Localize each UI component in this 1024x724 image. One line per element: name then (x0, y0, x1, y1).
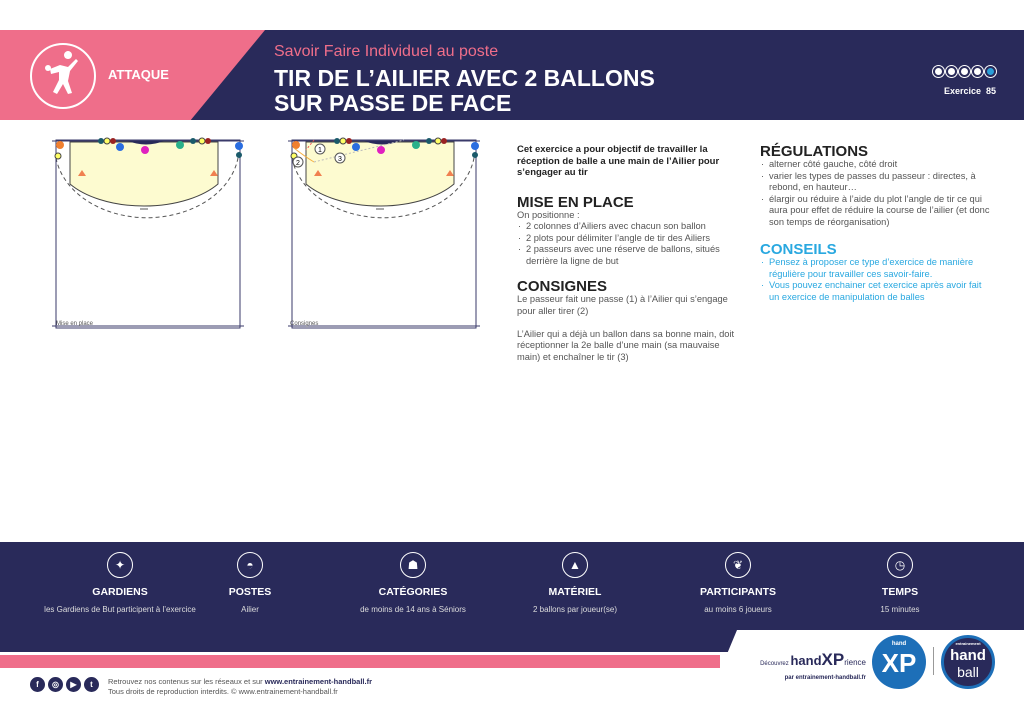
step-label: 1 (318, 147, 322, 154)
feature-value: au moins 6 joueurs (704, 605, 772, 614)
discover-label: Découvrez (760, 661, 789, 667)
feature-title: GARDIENS (92, 586, 148, 598)
entrainement-handball-logo: entrainement hand ball (941, 635, 995, 689)
right-text-column: RÉGULATIONS alterner côté gauche, côté d… (760, 144, 992, 303)
feature-value: 15 minutes (880, 605, 920, 614)
page-subtitle: Savoir Faire Individuel au poste (274, 43, 499, 60)
twitter-icon[interactable]: t (84, 677, 99, 692)
list-item: 2 plots pour délimiter l’angle de tir de… (517, 233, 742, 245)
xp-logo: hand XP (872, 635, 926, 689)
website-link[interactable]: www.entrainement-handball.fr (264, 677, 372, 686)
logo-text: hand (950, 647, 986, 664)
list-item: alterner côté gauche, côté droit (760, 159, 992, 171)
feature-value: 2 ballons par joueur(se) (532, 605, 618, 614)
ball-icon (946, 66, 957, 77)
ball-icon (933, 66, 944, 77)
copyright: Tous droits de reproduction interdits. ©… (108, 687, 338, 696)
ball-icon (972, 66, 983, 77)
feature-title: PARTICIPANTS (699, 586, 777, 598)
feature-matériel: ▲ MATÉRIEL 2 ballons par joueur(se) (495, 552, 655, 615)
handball-court (52, 137, 244, 329)
handball-player-icon (30, 43, 96, 109)
goalkeeper-icon: ✦ (107, 552, 133, 578)
feature-catégories: ☗ CATÉGORIES de moins de 14 ans à Séniors (333, 552, 493, 615)
feature-gardiens: ✦ GARDIENS les Gardiens de But participent… (40, 552, 200, 615)
feature-title: TEMPS (881, 586, 919, 598)
promo-hand: hand (790, 653, 822, 668)
left-text-column: Cet exercice a pour objectif de travaill… (517, 144, 742, 363)
list-item: élargir ou réduire à l’aide du plot l’an… (760, 194, 992, 229)
feature-value: les Gardiens de But participent à l’exer… (44, 605, 196, 614)
logo-text: hand (891, 641, 907, 647)
list-item: varier les types de passes du passeur : … (760, 171, 992, 194)
title-line: SUR PASSE DE FACE (274, 90, 512, 116)
conseils-heading: CONSEILS (760, 241, 837, 258)
list-item: 2 colonnes d’Ailiers avec chacun son bal… (517, 221, 742, 233)
pink-strip (0, 655, 720, 668)
diagram-caption: Consignes (290, 321, 319, 327)
footer-line: Retrouvez nos contenus sur les réseaux e… (108, 677, 265, 686)
logo-divider (933, 647, 934, 675)
feature-participants: ❦ PARTICIPANTS au moins 6 joueurs (658, 552, 818, 615)
social-links: f ◎ ▶ t (30, 677, 99, 692)
diagram-consignes: Consignes 1 2 3 (284, 128, 484, 333)
regulations-heading: RÉGULATIONS (760, 143, 869, 160)
logo-text: ball (957, 664, 979, 680)
promo-by: par entrainement-handball.fr (784, 675, 866, 681)
feature-value: Ailier (241, 605, 259, 614)
cone-icon: ▲ (562, 552, 588, 578)
feature-title: MATÉRIEL (548, 586, 602, 598)
diagram-mise-en-place: Mise en place (48, 128, 248, 333)
youtube-icon[interactable]: ▶ (66, 677, 81, 692)
step-label: 3 (338, 156, 342, 163)
feature-title: POSTES (228, 586, 272, 598)
feature-temps: ◷ TEMPS 15 minutes (820, 552, 980, 615)
list-item: Pensez à proposer ce type d’exercice de … (760, 257, 992, 280)
clock-icon: ◷ (887, 552, 913, 578)
feature-value: de moins de 14 ans à Séniors (360, 605, 466, 614)
mise-en-place-lead: On positionne : (517, 209, 580, 220)
intro-text: Cet exercice a pour objectif de travaill… (517, 144, 720, 178)
consignes-text: L’Ailier qui a déjà un ballon dans sa bo… (517, 328, 735, 362)
movement-arrows: 1 2 3 (292, 139, 405, 168)
ball-icon (959, 66, 970, 77)
feature-postes: ◓ POSTES Ailier (170, 552, 330, 615)
mise-en-place-heading: MISE EN PLACE (517, 193, 634, 211)
logo-text: XP (881, 648, 917, 678)
consignes-heading: CONSIGNES (517, 278, 608, 295)
promo-xp: XP (821, 650, 845, 669)
group-icon: ☗ (400, 552, 426, 578)
court-icon: ◓ (237, 552, 263, 578)
consignes-text: Le passeur fait une passe (1) à l’Ailier… (517, 294, 728, 316)
title-line: TIR DE L’AILIER AVEC 2 BALLONS (274, 65, 655, 91)
promo-line: Découvrez handXPrience (760, 650, 866, 674)
ball-icon (985, 66, 996, 77)
players-icon: ❦ (725, 552, 751, 578)
category-label: ATTAQUE (108, 67, 169, 82)
instagram-icon[interactable]: ◎ (48, 677, 63, 692)
promo-rience: rience (844, 658, 866, 667)
step-label: 2 (296, 160, 300, 167)
exercise-number: Exercice 85 (943, 86, 996, 96)
diagram-caption: Mise en place (56, 321, 94, 327)
list-item: Vous pouvez enchainer cet exercice après… (760, 280, 992, 303)
list-item: 2 passeurs avec une réserve de ballons, … (517, 244, 742, 267)
page-title: TIR DE L’AILIER AVEC 2 BALLONS SUR PASSE … (274, 66, 874, 116)
facebook-icon[interactable]: f (30, 677, 45, 692)
footer-text: Retrouvez nos contenus sur les réseaux e… (108, 677, 372, 697)
difficulty-rating (933, 66, 996, 77)
handxprience-promo[interactable]: Découvrez handXPrience par entrainement-… (718, 650, 866, 682)
logo-text: entrainement (955, 641, 981, 646)
feature-title: CATÉGORIES (378, 586, 448, 598)
